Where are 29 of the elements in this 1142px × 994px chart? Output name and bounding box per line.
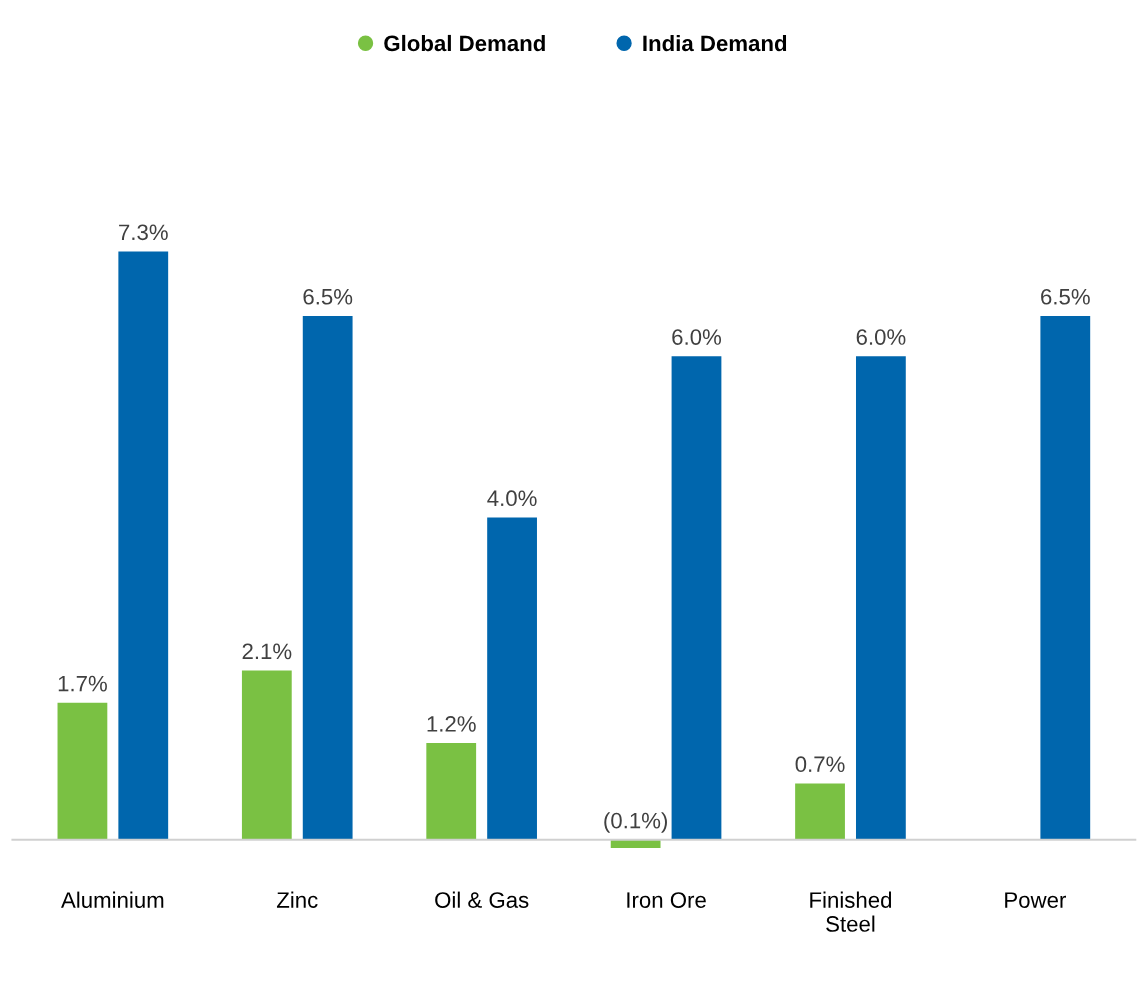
bar xyxy=(855,356,906,840)
data-label: 2.1% xyxy=(242,643,292,660)
data-label: 6.5% xyxy=(1041,288,1090,305)
bar xyxy=(795,783,845,840)
data-label: 6.0% xyxy=(856,329,906,345)
data-label: 6.5% xyxy=(303,288,353,305)
x-tick-label: Finished Steel xyxy=(810,891,892,932)
x-tick-label: Iron Ore xyxy=(627,892,706,908)
bar xyxy=(118,251,169,840)
bar xyxy=(302,315,353,840)
data-label: 4.0% xyxy=(487,490,537,507)
data-label: 1.7% xyxy=(58,675,107,692)
bar xyxy=(1040,315,1091,840)
bar xyxy=(57,702,108,840)
data-label: 0.7% xyxy=(795,756,845,773)
x-tick-label: Aluminium xyxy=(61,891,164,908)
data-label: 6.0% xyxy=(672,329,722,345)
bar xyxy=(241,670,292,840)
x-tick-label: Oil & Gas xyxy=(435,891,529,908)
legend-label: India Demand xyxy=(643,34,787,52)
legend-label: Global Demand xyxy=(384,34,545,52)
x-tick-label: Zinc xyxy=(276,891,318,908)
x-tick-label: Power xyxy=(1005,892,1066,908)
data-label: 1.2% xyxy=(427,716,476,732)
data-label: 7.3% xyxy=(119,224,168,241)
bar xyxy=(671,356,722,840)
data-label: (0.1%) xyxy=(604,812,667,833)
bar xyxy=(487,517,537,840)
bar xyxy=(426,743,477,840)
